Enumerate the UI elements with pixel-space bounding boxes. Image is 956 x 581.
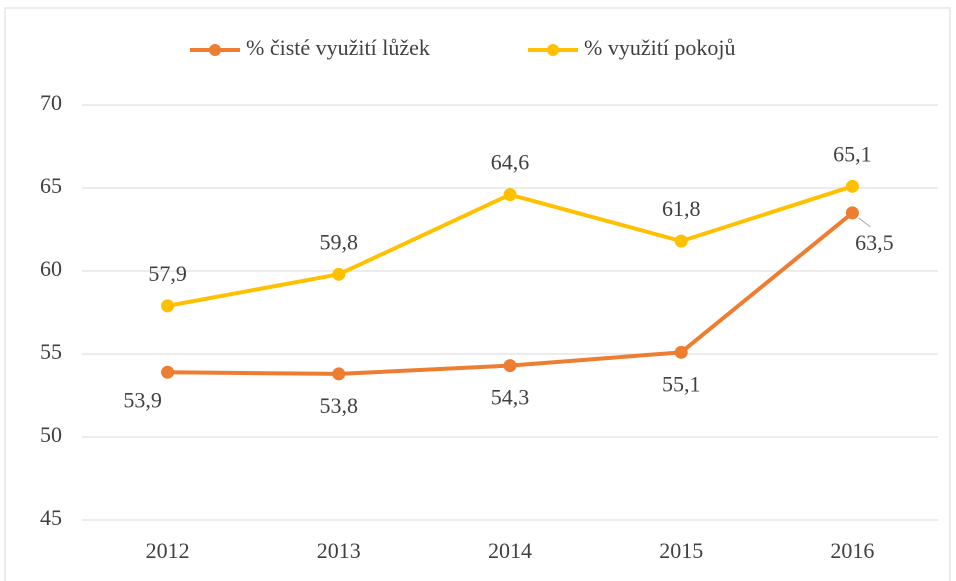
chart-frame (4, 7, 951, 581)
x-tick-label: 2016 (830, 538, 874, 563)
data-label: 53,9 (123, 387, 162, 412)
y-tick-label: 55 (40, 339, 62, 364)
legend-marker (209, 44, 221, 56)
data-label: 61,8 (662, 196, 701, 221)
x-tick-label: 2015 (659, 538, 703, 563)
data-label: 53,8 (320, 393, 359, 418)
data-point (332, 267, 346, 281)
data-label: 63,5 (855, 230, 894, 255)
y-tick-label: 45 (40, 505, 62, 530)
x-tick-label: 2012 (146, 538, 190, 563)
x-tick-label: 2014 (488, 538, 532, 563)
legend-label: % využití pokojů (584, 35, 736, 60)
data-point (674, 345, 688, 359)
data-label: 57,9 (148, 261, 187, 286)
data-point (674, 234, 688, 248)
data-label: 59,8 (320, 229, 359, 254)
data-point (845, 179, 859, 193)
data-point (161, 299, 175, 313)
data-point (161, 365, 175, 379)
legend-label: % čisté využití lůžek (246, 35, 430, 60)
y-tick-label: 65 (40, 173, 62, 198)
x-tick-label: 2013 (317, 538, 361, 563)
data-label: 64,6 (491, 150, 530, 175)
data-label: 55,1 (662, 371, 701, 396)
y-tick-label: 50 (40, 422, 62, 447)
data-point (845, 206, 859, 220)
legend-marker (547, 44, 559, 56)
y-tick-label: 60 (40, 256, 62, 281)
data-label: 54,3 (491, 385, 530, 410)
data-point (503, 188, 517, 202)
data-label: 65,1 (833, 141, 872, 166)
leader-line (858, 217, 871, 228)
data-point (503, 359, 517, 373)
data-point (332, 367, 346, 381)
y-tick-label: 70 (40, 90, 62, 115)
